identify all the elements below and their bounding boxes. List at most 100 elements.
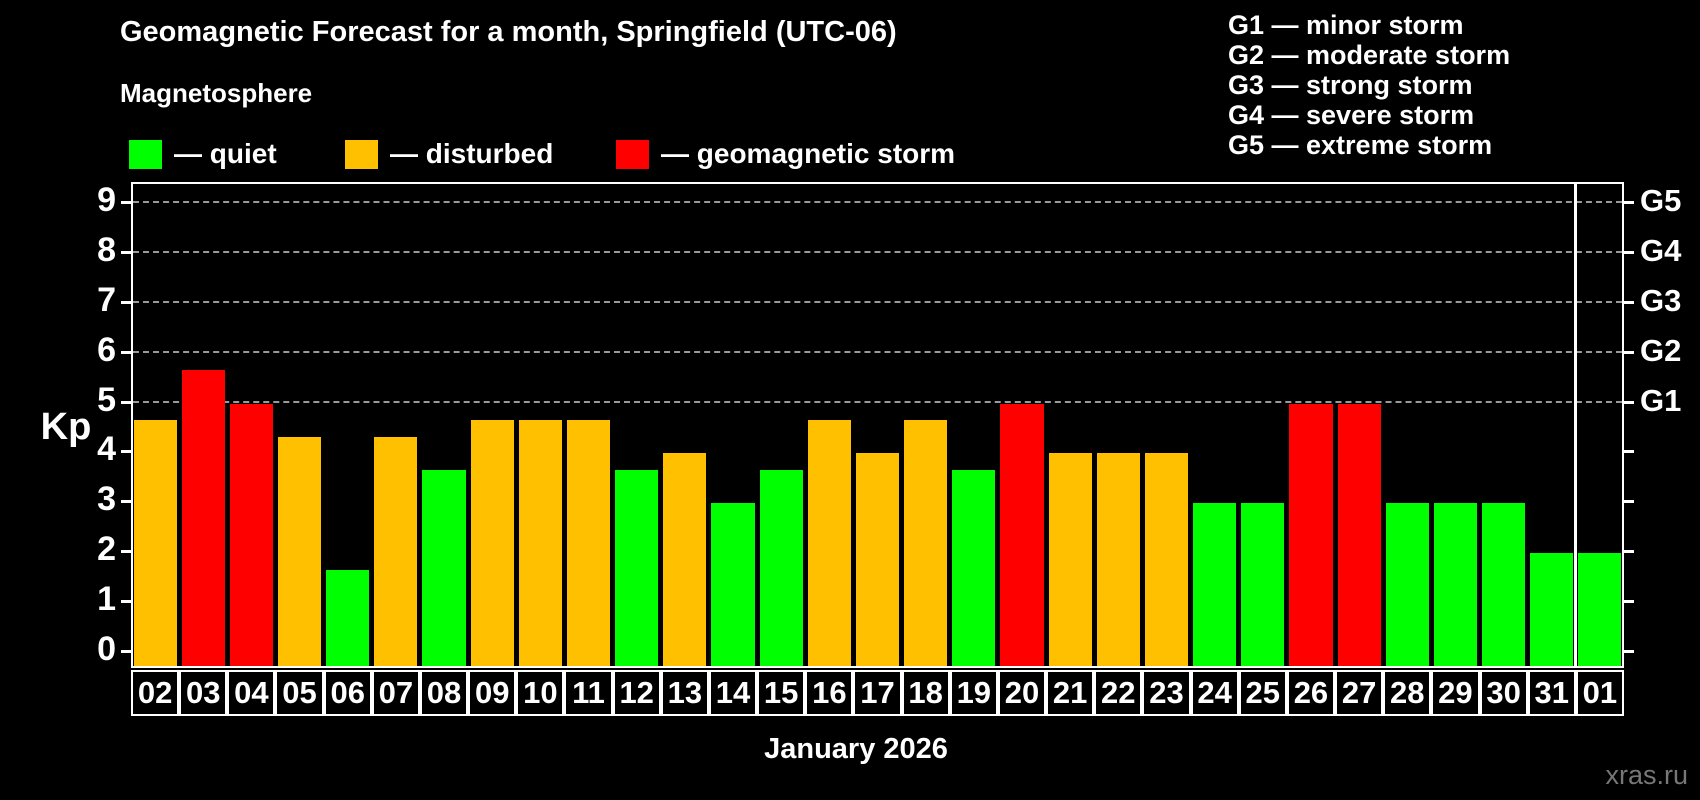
kp-bar-day-30: [1482, 503, 1526, 666]
g3-legend-line: G3 — strong storm: [1228, 70, 1473, 100]
watermark: xras.ru: [1605, 760, 1688, 790]
right-tick-kp4: [1624, 450, 1634, 454]
left-tick-kp0: [121, 650, 131, 653]
day-label-18: 18: [901, 670, 950, 716]
right-axis-label-g4: G4: [1640, 232, 1682, 268]
kp-bar-day-13: [663, 453, 707, 666]
gridline-kp8: [133, 250, 1622, 253]
day-label-10: 10: [516, 670, 565, 716]
kp-bar-day-27: [1337, 403, 1381, 666]
right-tick-kp2: [1624, 550, 1634, 554]
day-label-11: 11: [564, 670, 613, 716]
day-label-21: 21: [1046, 670, 1095, 716]
right-axis-label-g5: G5: [1640, 182, 1682, 218]
month-separator-line: [1574, 184, 1578, 666]
day-label-31: 31: [1527, 670, 1576, 716]
g5-legend-line: G5 — extreme storm: [1228, 130, 1493, 160]
day-label-16: 16: [805, 670, 854, 716]
day-label-24: 24: [1190, 670, 1239, 716]
day-label-23: 23: [1142, 670, 1191, 716]
kp-bar-day-01: [1578, 553, 1622, 666]
day-label-27: 27: [1335, 670, 1384, 716]
y-axis-title: Kp: [40, 406, 92, 448]
gridline-kp9: [133, 200, 1622, 203]
gridline-kp6: [133, 350, 1622, 353]
kp-bar-day-08: [422, 469, 466, 666]
kp-bar-day-04: [229, 403, 273, 666]
kp-bar-day-19: [952, 469, 996, 666]
kp-bar-day-29: [1433, 503, 1477, 666]
x-axis-title: January 2026: [764, 733, 948, 765]
kp-bar-day-24: [1193, 503, 1237, 666]
left-tick-kp5: [121, 400, 131, 404]
right-tick-kp0: [1624, 650, 1634, 653]
left-tick-kp1: [121, 600, 131, 604]
gridline-kp5: [133, 400, 1622, 403]
kp-bar-day-07: [374, 436, 418, 666]
kp-bar-day-12: [615, 469, 659, 666]
legend-item-disturbed: — disturbed: [345, 138, 554, 169]
day-label-09: 09: [468, 670, 517, 716]
quiet-color-swatch: [129, 139, 162, 169]
y-axis-label-0: 0: [97, 630, 116, 668]
kp-bar-day-15: [759, 469, 803, 666]
day-label-26: 26: [1286, 670, 1336, 716]
day-label-01: 01: [1575, 670, 1624, 716]
kp-bar-day-28: [1385, 503, 1429, 666]
day-label-28: 28: [1383, 670, 1432, 716]
g4-legend-line: G4 — severe storm: [1228, 100, 1475, 130]
y-axis-label-3: 3: [97, 480, 116, 519]
left-tick-kp3: [121, 500, 131, 504]
right-tick-kp8: [1624, 250, 1634, 254]
day-label-14: 14: [708, 670, 758, 716]
chart-subtitle: Magnetosphere: [120, 78, 313, 108]
y-axis-label-9: 9: [97, 180, 116, 219]
y-axis-label-4: 4: [97, 430, 116, 469]
y-axis-label-6: 6: [97, 330, 116, 369]
gridline-kp7: [133, 300, 1622, 303]
day-label-08: 08: [419, 670, 469, 716]
y-axis-label-5: 5: [97, 380, 116, 419]
y-axis-label-7: 7: [97, 280, 116, 319]
kp-bar-day-31: [1530, 553, 1574, 666]
day-label-30: 30: [1479, 670, 1528, 716]
kp-bar-day-26: [1289, 403, 1333, 666]
g1-legend-line: G1 — minor storm: [1228, 10, 1464, 40]
kp-bar-day-02: [133, 419, 177, 666]
day-label-04: 04: [227, 670, 276, 716]
kp-bar-day-16: [807, 419, 851, 666]
day-label-02: 02: [131, 670, 180, 716]
plot-area: [131, 182, 1624, 668]
left-tick-kp2: [121, 550, 131, 554]
day-label-19: 19: [949, 670, 998, 716]
legend-label-disturbed: — disturbed: [390, 138, 554, 169]
right-tick-kp6: [1624, 350, 1634, 354]
kp-bar-day-10: [518, 419, 562, 666]
right-tick-kp9: [1624, 200, 1634, 204]
kp-bar-day-21: [1048, 453, 1092, 666]
legend-item-quiet: — quiet: [129, 138, 277, 169]
storm-color-swatch: [616, 139, 649, 169]
day-label-06: 06: [323, 670, 372, 716]
chart-title: Geomagnetic Forecast for a month, Spring…: [120, 16, 897, 48]
legend-item-storm: — geomagnetic storm: [616, 138, 955, 169]
day-label-15: 15: [757, 670, 806, 716]
y-axis-label-1: 1: [97, 580, 116, 619]
left-tick-kp7: [121, 300, 131, 304]
kp-bar-day-22: [1096, 453, 1140, 666]
g-scale-legend: G1 — minor storm G2 — moderate storm G3 …: [1228, 10, 1510, 160]
day-label-07: 07: [371, 670, 420, 716]
disturbed-color-swatch: [345, 139, 378, 169]
y-axis-label-8: 8: [97, 230, 116, 269]
day-label-12: 12: [612, 670, 661, 716]
right-axis-label-g2: G2: [1640, 332, 1682, 368]
day-label-22: 22: [1094, 670, 1143, 716]
left-tick-kp8: [121, 250, 131, 254]
day-label-20: 20: [997, 670, 1047, 716]
kp-bar-day-20: [1000, 403, 1044, 666]
y-axis-label-2: 2: [97, 530, 116, 569]
right-axis-label-g3: G3: [1640, 282, 1682, 318]
right-tick-kp5: [1624, 400, 1634, 404]
right-tick-kp7: [1624, 300, 1634, 304]
